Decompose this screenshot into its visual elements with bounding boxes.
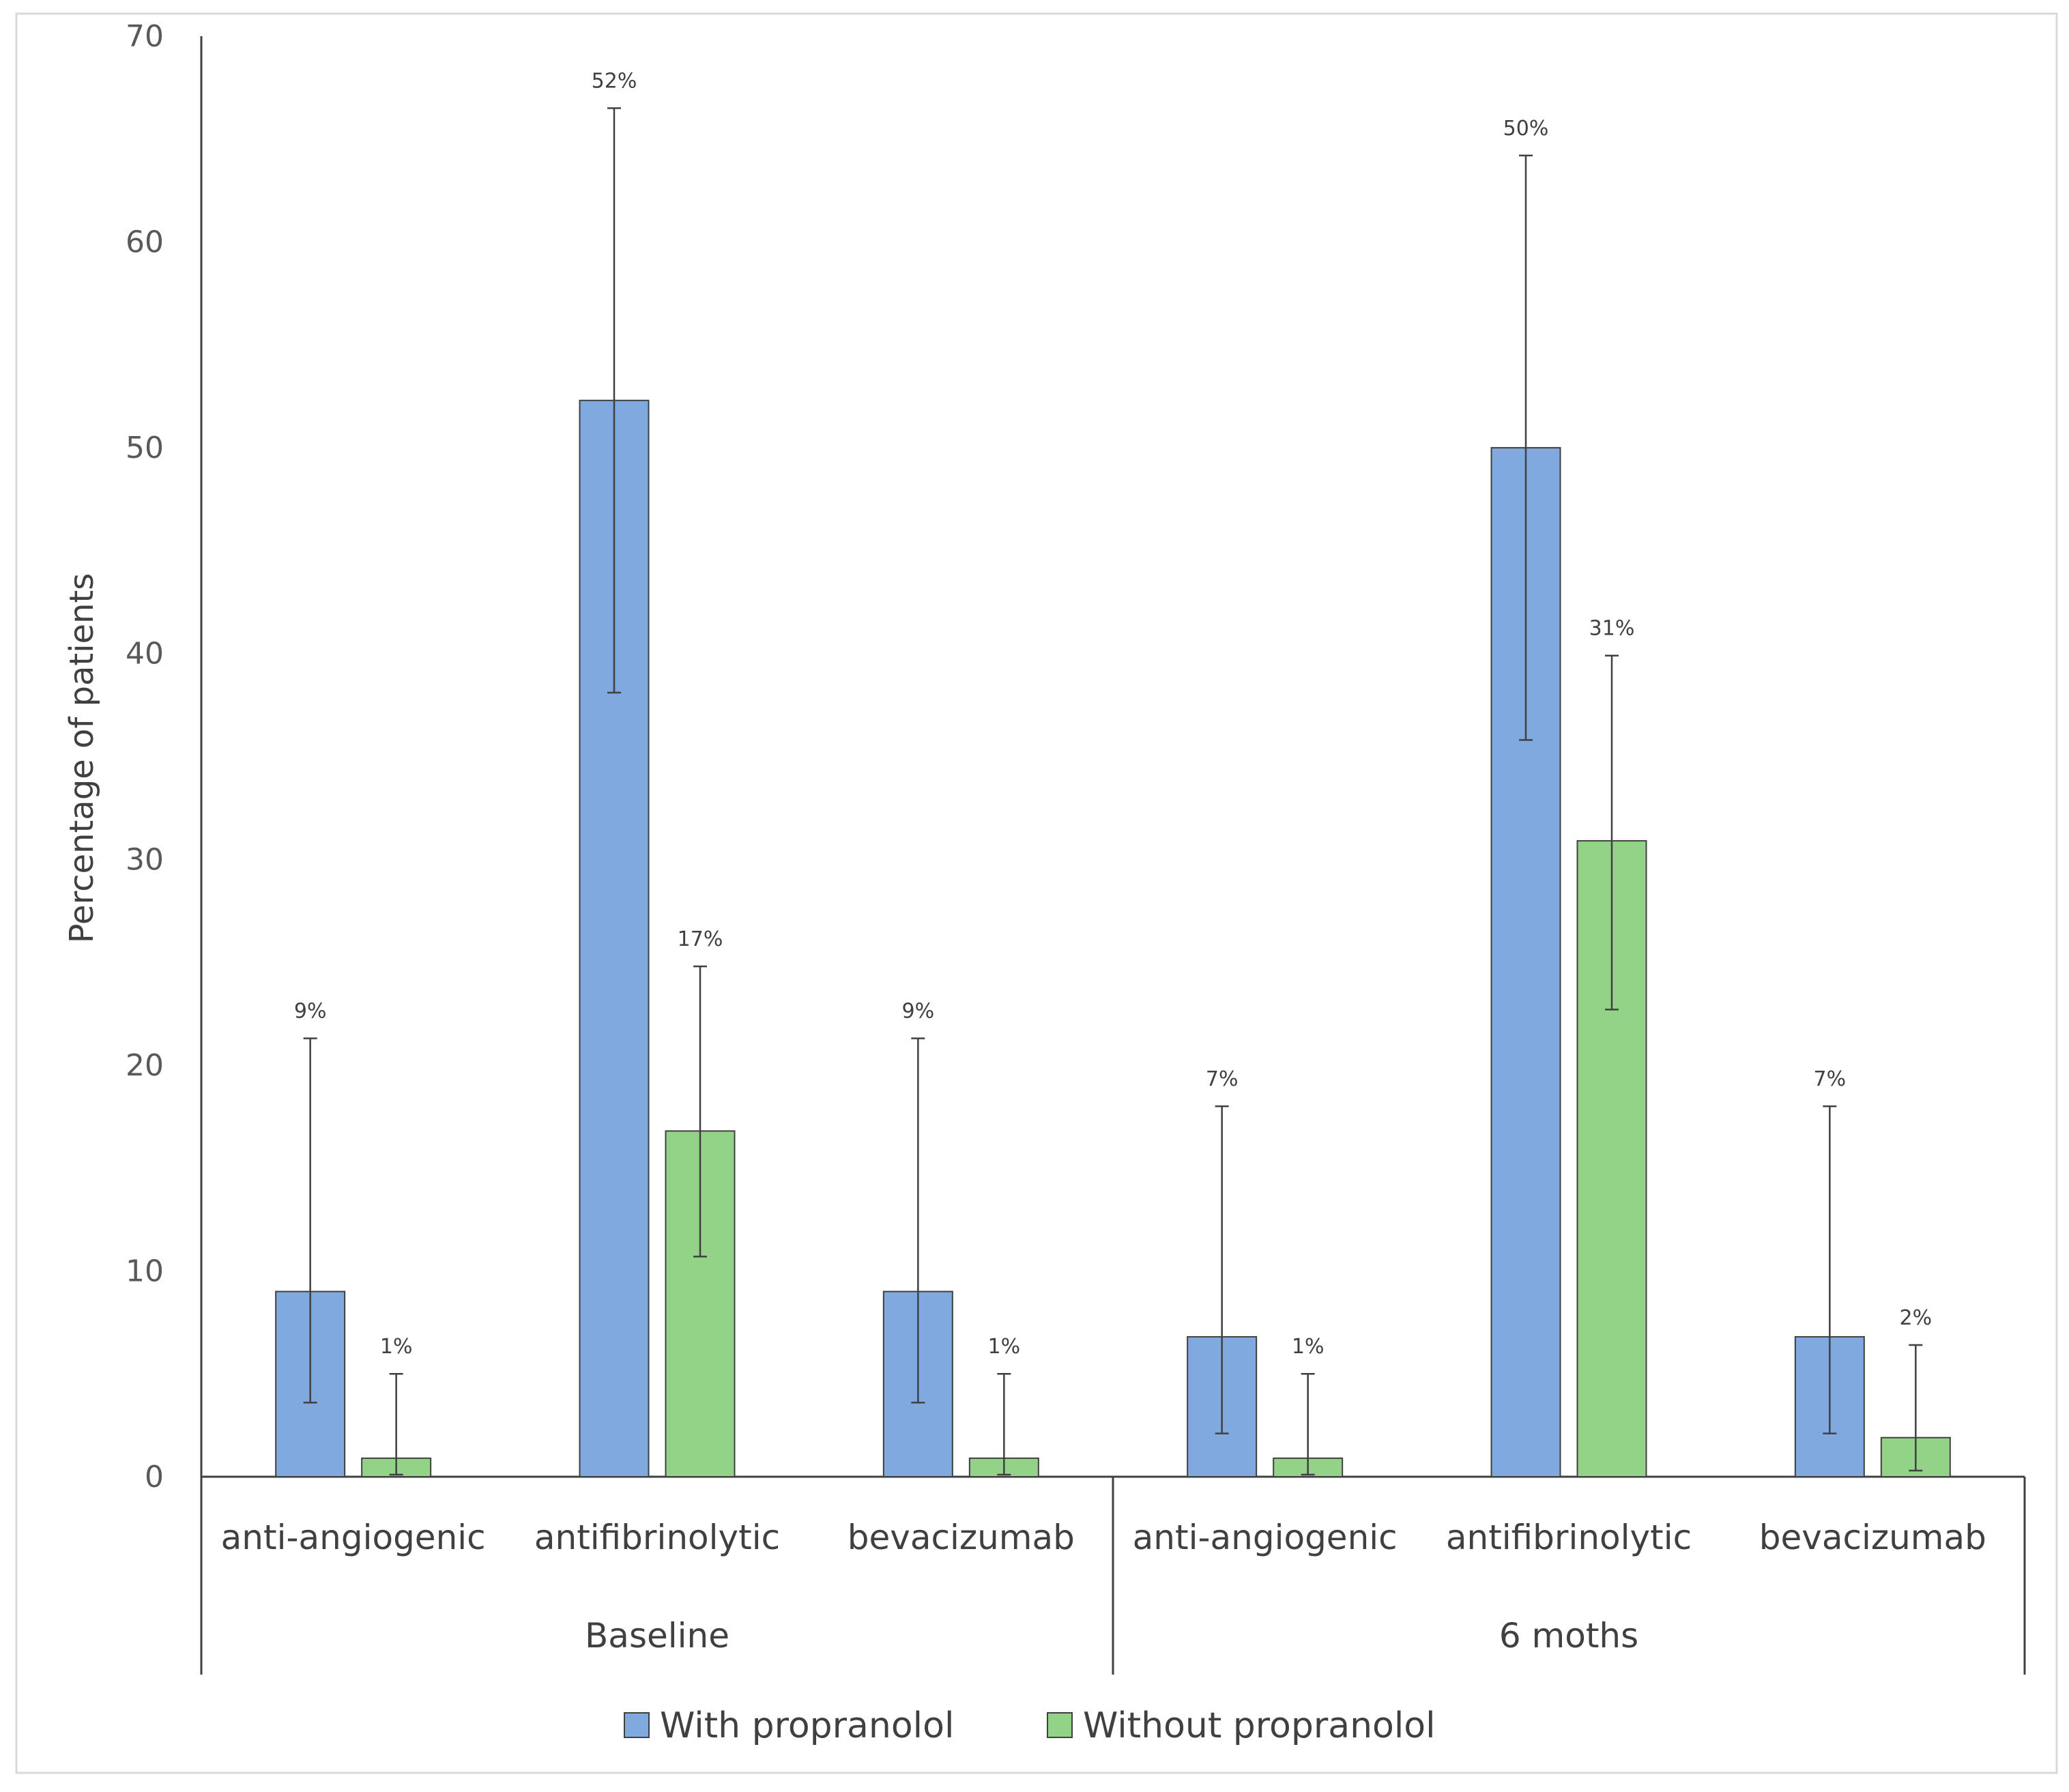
category-label: antifibrinolytic [1446, 1518, 1692, 1557]
data-label: 9% [294, 1000, 327, 1024]
group-label: Baseline [585, 1616, 729, 1656]
category-label: anti-angiogenic [1133, 1518, 1398, 1557]
group-label: 6 moths [1499, 1616, 1638, 1656]
data-label: 7% [1206, 1067, 1239, 1091]
data-label: 7% [1814, 1067, 1847, 1091]
data-label: 1% [988, 1335, 1021, 1359]
data-label: 9% [902, 1000, 935, 1024]
legend-label: With propranolol [660, 1705, 954, 1746]
data-label: 52% [592, 70, 637, 93]
data-label: 1% [1292, 1335, 1325, 1359]
y-tick-label: 60 [126, 225, 164, 260]
legend-swatch [1047, 1712, 1073, 1738]
category-label: bevacizumab [848, 1518, 1075, 1557]
y-tick-label: 10 [126, 1254, 164, 1288]
chart-frame [15, 12, 2058, 1774]
legend-label: Without propranolol [1083, 1705, 1436, 1746]
data-label: 1% [380, 1335, 413, 1359]
y-tick-label: 70 [126, 19, 164, 54]
y-tick-label: 0 [145, 1460, 164, 1494]
data-label: 31% [1589, 617, 1635, 641]
category-label: antifibrinolytic [534, 1518, 780, 1557]
y-axis-label: Percentage of patients [63, 573, 101, 944]
data-label: 17% [678, 927, 723, 951]
category-label: bevacizumab [1759, 1518, 1986, 1557]
y-tick-label: 40 [126, 637, 164, 671]
legend-swatch [624, 1712, 650, 1738]
category-label: anti-angiogenic [221, 1518, 486, 1557]
y-tick-label: 50 [126, 431, 164, 465]
bar [579, 399, 650, 1478]
data-label: 2% [1900, 1306, 1933, 1330]
y-tick-label: 20 [126, 1048, 164, 1083]
y-tick-label: 30 [126, 842, 164, 877]
data-label: 50% [1503, 117, 1549, 141]
